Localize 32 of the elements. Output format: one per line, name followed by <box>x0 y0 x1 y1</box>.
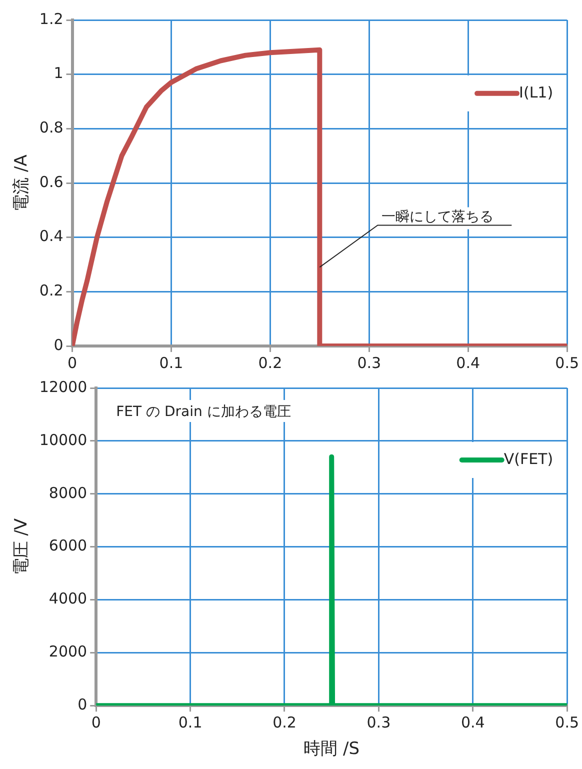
x-tick-label: 0.1 <box>159 354 184 372</box>
x-tick-label: 0 <box>91 713 101 732</box>
y-tick-label: 4000 <box>48 590 88 608</box>
y-tick-label: 2000 <box>48 642 88 661</box>
annotation: FET の Drain に加わる電圧 <box>116 404 291 420</box>
y-tick-label: 0.2 <box>39 282 64 300</box>
x-tick-label: 0.3 <box>357 354 382 372</box>
y-tick-label: 0 <box>54 336 64 354</box>
y-tick-label: 1.2 <box>39 10 64 28</box>
x-axis-title: 時間 /S <box>304 739 360 760</box>
legend-label: V(FET) <box>504 450 554 468</box>
x-tick-label: 0.2 <box>258 354 282 372</box>
y-tick-label: 1 <box>54 64 64 82</box>
y-tick-label: 0.6 <box>39 172 64 191</box>
legend-label: I(L1) <box>519 83 554 102</box>
y-tick-label: 10000 <box>39 430 88 449</box>
y-axis-title: 電圧 /V <box>12 518 32 576</box>
y-tick-label: 6000 <box>48 536 88 555</box>
x-tick-label: 0.2 <box>272 713 296 732</box>
y-tick-label: 0 <box>78 695 88 714</box>
y-tick-label: 12000 <box>39 378 88 396</box>
y-tick-label: 8000 <box>48 484 88 502</box>
annotation: 一瞬にして落ちる <box>382 209 494 226</box>
y-tick-label: 0.4 <box>39 227 64 246</box>
y-tick-label: 0.8 <box>39 118 64 137</box>
x-tick-label: 0.1 <box>178 713 202 732</box>
x-tick-label: 0.4 <box>456 354 480 372</box>
x-tick-label: 0.5 <box>555 713 579 732</box>
x-tick-label: 0.5 <box>555 354 579 372</box>
x-tick-label: 0.4 <box>460 713 485 732</box>
x-tick-label: 0.3 <box>366 713 391 732</box>
y-axis-title: 電流 /A <box>12 154 32 212</box>
